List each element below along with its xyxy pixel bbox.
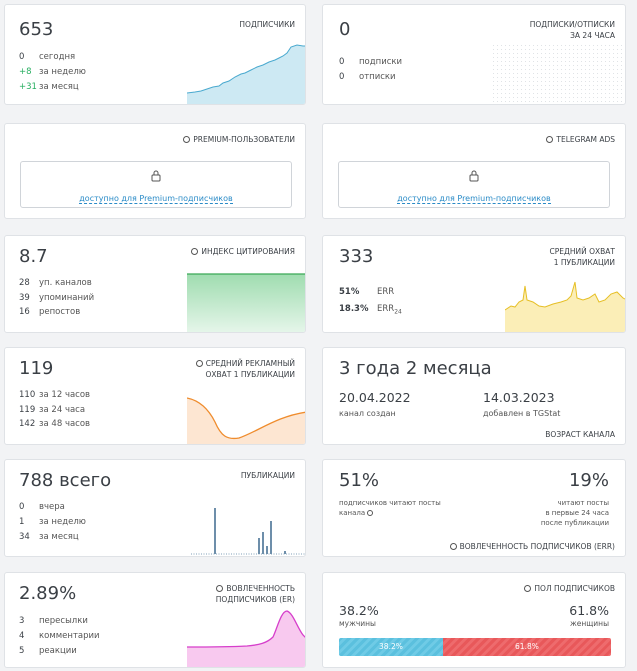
publications-chart <box>191 508 305 555</box>
telegram-ads-label: TELEGRAM ADS <box>546 134 615 145</box>
created-text: канал создан <box>339 409 396 418</box>
added-date: 14.03.2023 <box>483 390 555 405</box>
publications-value: 788 всего <box>19 470 112 491</box>
info-icon <box>191 248 199 255</box>
lock-icon <box>469 170 479 182</box>
err-left-value: 51% <box>339 470 380 491</box>
err24-row: 18.3% ERR24 <box>339 304 402 316</box>
err-right-text: читают посты в первые 24 часа после публик… <box>540 499 609 527</box>
info-icon <box>449 543 457 550</box>
info-icon <box>183 136 191 143</box>
info-icon <box>367 510 374 516</box>
reach-value: 333 <box>339 246 374 267</box>
stat-row: 34 за месяц <box>19 532 79 542</box>
publications-card[interactable]: 788 всего ПУБЛИКАЦИИ 0 вчера 1 за неделю 3… <box>4 459 306 557</box>
male-value: 38.2% <box>339 603 379 618</box>
info-icon <box>546 136 554 143</box>
engagement-err-card[interactable]: 51% подписчиков читают посты канала 19% ч… <box>322 459 626 557</box>
female-text: женщины <box>569 619 609 628</box>
err-left-text: подписчиков читают посты канала <box>339 499 441 517</box>
bar <box>284 551 286 554</box>
stat-row: 28 уп. каналов <box>19 278 92 288</box>
stat-row: 0 вчера <box>19 502 65 512</box>
premium-link[interactable]: доступно для Premium-подписчиков <box>79 194 233 204</box>
stat-row: 3 пересылки <box>19 616 88 626</box>
stat-row: 0 подписки <box>339 57 403 67</box>
engagement-er-card[interactable]: 2.89% ВОВЛЕЧЕННОСТЬ ПОДПИСЧИКОВ (ER) 3 пер… <box>4 572 306 668</box>
gender-label: ПОЛ ПОДПИСЧИКОВ <box>524 583 615 594</box>
subscribers-card[interactable]: 653 ПОДПИСЧИКИ 0 сегодня +8 за неделю +31 з… <box>4 4 306 105</box>
er-value: 2.89% <box>19 583 77 604</box>
bar <box>214 508 216 554</box>
bar <box>258 538 260 554</box>
channel-age-card[interactable]: 3 года 2 месяца 20.04.2022 канал создан … <box>322 347 626 445</box>
info-icon <box>195 360 203 367</box>
stat-row: 0 сегодня <box>19 52 76 62</box>
added-text: добавлен в TGStat <box>483 409 561 418</box>
stat-row: 4 комментарии <box>19 631 100 641</box>
tg-ads-lock-box: доступно для Premium-подписчиков <box>338 161 610 208</box>
stat-row: 39 упоминаний <box>19 293 95 303</box>
citation-value: 8.7 <box>19 246 48 267</box>
stat-row: 5 реакции <box>19 646 77 656</box>
ad-reach-value: 119 <box>19 358 54 379</box>
age-title: 3 года 2 месяца <box>339 358 492 379</box>
gender-card[interactable]: ПОЛ ПОДПИСЧИКОВ 38.2% мужчины 61.8% женщ… <box>322 572 626 668</box>
stat-row: 1 за неделю <box>19 517 86 527</box>
subs-unsubs-grid <box>493 45 623 103</box>
bar <box>262 532 264 554</box>
stat-row: 142 за 48 часов <box>19 419 91 429</box>
premium-users-label: PREMIUM-ПОЛЬЗОВАТЕЛИ <box>183 134 295 145</box>
ad-reach-card[interactable]: 119 СРЕДНИЙ РЕКЛАМНЫЙ ОХВАТ 1 ПУБЛИКАЦИИ … <box>4 347 306 445</box>
female-value: 61.8% <box>569 603 609 618</box>
stat-row: 16 репостов <box>19 307 81 317</box>
subs-unsubs-card[interactable]: 0 ПОДПИСКИ/ОТПИСКИ ЗА 24 ЧАСА 0 подписки 0… <box>322 4 626 105</box>
gender-bar-female: 61.8% <box>442 638 611 656</box>
subscribers-label: ПОДПИСЧИКИ <box>239 20 295 29</box>
lock-icon <box>151 170 161 182</box>
subscribers-sparkline <box>187 44 305 104</box>
male-text: мужчины <box>339 619 376 628</box>
err-row: 51% ERR <box>339 287 395 297</box>
gender-bar: 38.2% 61.8% <box>339 638 611 656</box>
ad-reach-label: СРЕДНИЙ РЕКЛАМНЫЙ ОХВАТ 1 ПУБЛИКАЦИИ <box>195 358 295 380</box>
tg-ads-link[interactable]: доступно для Premium-подписчиков <box>397 194 551 204</box>
created-date: 20.04.2022 <box>339 390 411 405</box>
ad-reach-chart <box>187 397 305 444</box>
age-label: ВОЗРАСТ КАНАЛА <box>545 430 615 439</box>
info-icon <box>524 585 532 592</box>
bar <box>270 521 272 554</box>
stat-row: +31 за месяц <box>19 82 79 92</box>
publications-label: ПУБЛИКАЦИИ <box>240 471 295 480</box>
stat-row: 110 за 12 часов <box>19 390 91 400</box>
stat-row: +8 за неделю <box>19 67 86 77</box>
subs-unsubs-value: 0 <box>339 19 351 40</box>
err-right-value: 19% <box>568 470 609 491</box>
citation-index-card[interactable]: 8.7 ИНДЕКС ЦИТИРОВАНИЯ 28 уп. каналов 39 у… <box>4 235 306 333</box>
er-chart <box>187 610 305 667</box>
telegram-ads-card[interactable]: TELEGRAM ADS доступно для Premium-подпис… <box>322 123 626 219</box>
gender-bar-male: 38.2% <box>339 638 443 656</box>
subscribers-value: 653 <box>19 19 54 40</box>
info-icon <box>216 585 224 592</box>
reach-chart <box>505 281 625 332</box>
subs-unsubs-label: ПОДПИСКИ/ОТПИСКИ ЗА 24 ЧАСА <box>529 20 615 40</box>
engagement-err-label: ВОВЛЕЧЕННОСТЬ ПОДПИСЧИКОВ (ERR) <box>449 541 615 552</box>
stat-row: 119 за 24 часа <box>19 405 86 415</box>
premium-users-card[interactable]: PREMIUM-ПОЛЬЗОВАТЕЛИ доступно для Premiu… <box>4 123 306 219</box>
er-label: ВОВЛЕЧЕННОСТЬ ПОДПИСЧИКОВ (ER) <box>215 584 295 604</box>
reach-label: СРЕДНИЙ ОХВАТ 1 ПУБЛИКАЦИИ <box>549 247 615 267</box>
stat-row: 0 отписки <box>339 72 396 82</box>
average-reach-card[interactable]: 333 СРЕДНИЙ ОХВАТ 1 ПУБЛИКАЦИИ 51% ERR 18.… <box>322 235 626 333</box>
premium-lock-box: доступно для Premium-подписчиков <box>20 161 292 208</box>
citation-chart <box>187 273 305 332</box>
bar <box>266 546 268 554</box>
citation-label: ИНДЕКС ЦИТИРОВАНИЯ <box>191 246 295 257</box>
